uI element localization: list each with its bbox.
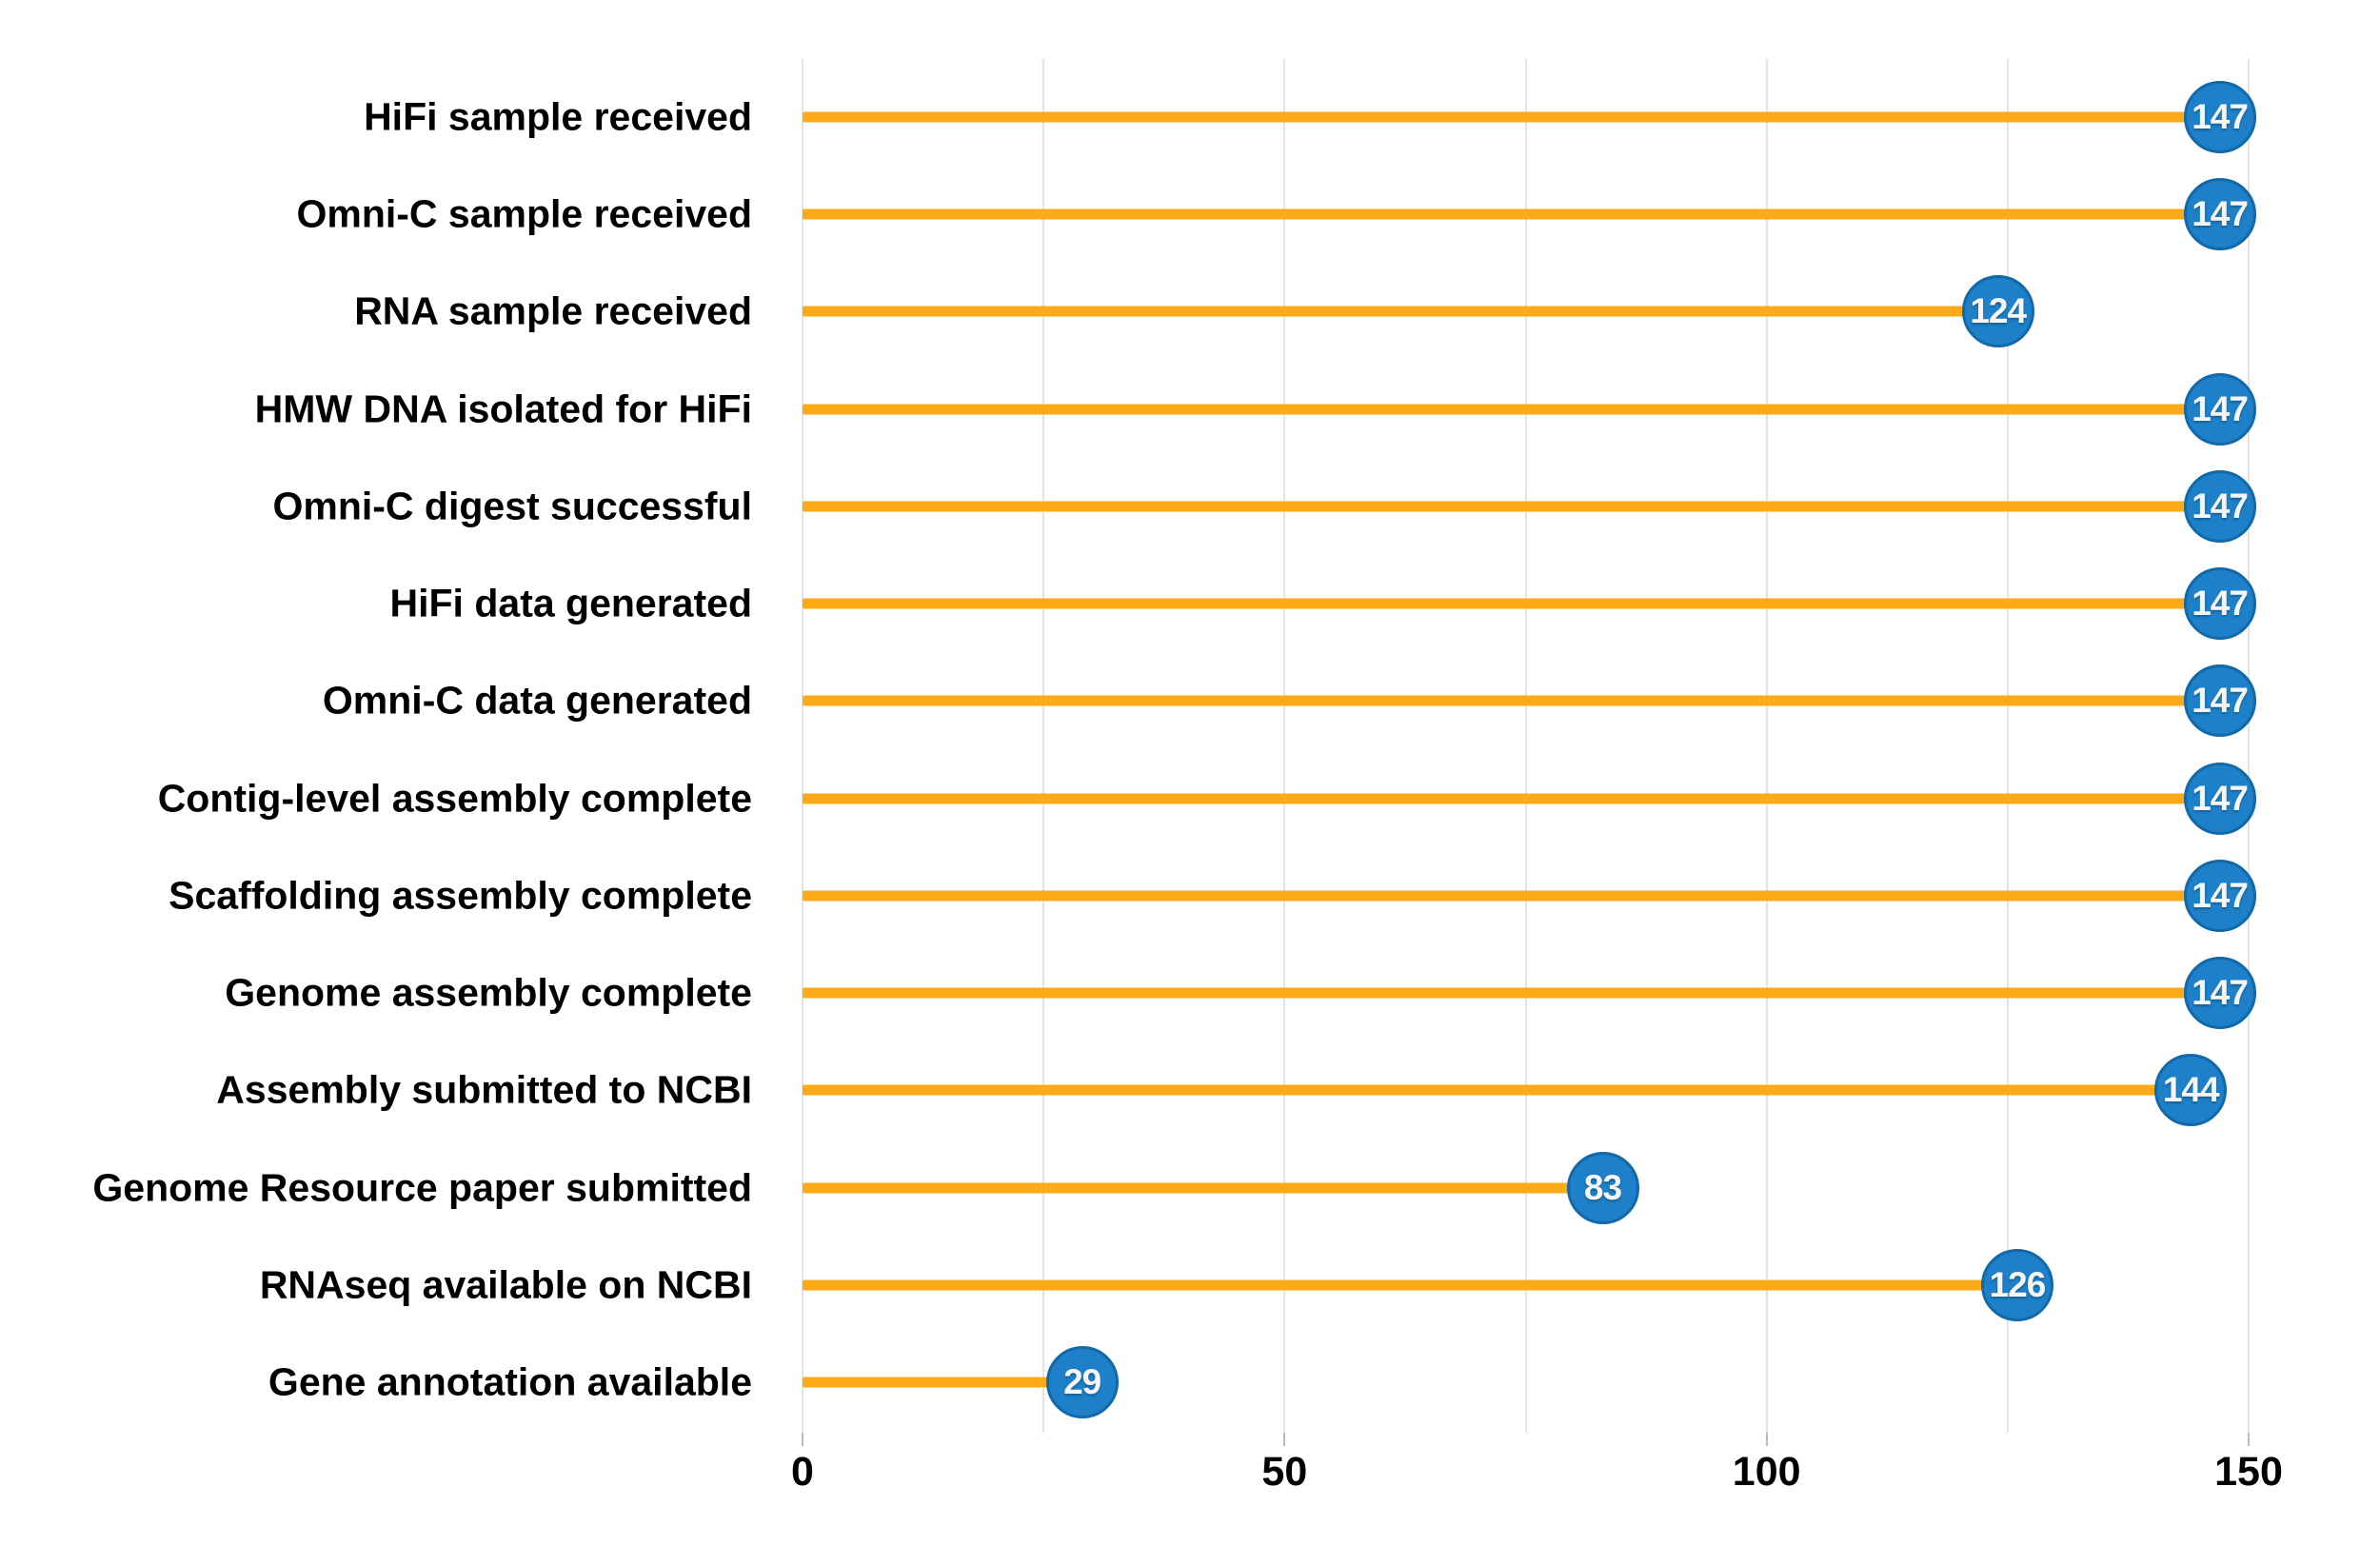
lollipop-stem <box>803 890 2220 902</box>
lollipop-stem <box>803 501 2220 512</box>
lollipop-stem <box>803 111 2220 123</box>
category-label: HiFi data generated <box>389 581 752 625</box>
category-label: Omni-C data generated <box>322 678 752 723</box>
x-axis-tick-label: 50 <box>1261 1449 1308 1495</box>
lollipop-dot: 147 <box>2183 178 2256 251</box>
lollipop-dot: 147 <box>2183 664 2256 738</box>
lollipop-stem <box>803 1377 1082 1388</box>
lollipop-value: 147 <box>2192 778 2249 818</box>
category-label: Contig-level assembly complete <box>157 776 752 821</box>
x-gridline <box>2248 59 2250 1433</box>
lollipop-dot: 147 <box>2183 469 2256 543</box>
x-gridline <box>1283 59 1286 1433</box>
lollipop-dot: 144 <box>2154 1054 2228 1127</box>
lollipop-stem <box>803 306 1998 317</box>
lollipop-dot: 147 <box>2183 372 2256 446</box>
category-label: RNA sample received <box>354 288 752 333</box>
lollipop-stem <box>803 404 2220 415</box>
x-axis-tick-label: 100 <box>1732 1449 1801 1495</box>
lollipop-dot: 29 <box>1045 1345 1119 1418</box>
x-gridline <box>2006 59 2009 1433</box>
lollipop-value: 147 <box>2192 584 2249 624</box>
lollipop-dot: 147 <box>2183 567 2256 641</box>
lollipop-dot: 124 <box>1961 275 2034 348</box>
category-label: HMW DNA isolated for HiFi <box>254 387 752 431</box>
lollipop-value: 147 <box>2192 388 2249 428</box>
lollipop-value: 144 <box>2162 1070 2220 1110</box>
x-gridline <box>1765 59 1768 1433</box>
lollipop-stem <box>803 1182 1603 1194</box>
x-axis-tick <box>1765 1433 1768 1446</box>
lollipop-stem <box>803 793 2220 804</box>
lollipop-dot: 147 <box>2183 762 2256 835</box>
lollipop-stem <box>803 1084 2192 1096</box>
lollipop-stem <box>803 987 2220 999</box>
category-label: Genome assembly complete <box>225 970 752 1015</box>
lollipop-dot: 147 <box>2183 859 2256 932</box>
lollipop-value: 29 <box>1063 1361 1101 1401</box>
lollipop-stem <box>803 695 2220 706</box>
category-label: Assembly submitted to NCBI <box>216 1067 752 1112</box>
x-axis-tick-label: 0 <box>791 1449 814 1495</box>
lollipop-value: 147 <box>2192 875 2249 915</box>
lollipop-value: 147 <box>2192 973 2249 1013</box>
category-label: Genome Resource paper submitted <box>92 1165 752 1210</box>
lollipop-value: 147 <box>2192 681 2249 721</box>
lollipop-dot: 83 <box>1566 1151 1639 1224</box>
lollipop-value: 83 <box>1583 1167 1622 1207</box>
lollipop-value: 147 <box>2192 194 2249 234</box>
x-axis-tick <box>2248 1433 2250 1446</box>
lollipop-stem <box>803 598 2220 609</box>
category-label: Gene annotation available <box>268 1359 752 1404</box>
category-label: Scaffolding assembly complete <box>169 873 752 918</box>
category-label: HiFi sample received <box>364 94 752 139</box>
lollipop-stem <box>803 1279 2017 1291</box>
x-gridline <box>802 59 803 1433</box>
lollipop-value: 126 <box>1989 1264 2047 1304</box>
lollipop-dot: 147 <box>2183 957 2256 1030</box>
x-axis-tick-label: 150 <box>2214 1449 2283 1495</box>
x-gridline <box>1042 59 1045 1433</box>
x-gridline <box>1524 59 1527 1433</box>
lollipop-stem <box>803 208 2220 220</box>
x-axis-tick <box>1283 1433 1286 1446</box>
lollipop-value: 147 <box>2192 97 2249 136</box>
category-label: Omni-C sample received <box>296 191 752 236</box>
lollipop-dot: 147 <box>2183 81 2256 153</box>
x-axis-tick <box>802 1433 803 1446</box>
category-label: Omni-C digest successful <box>272 484 752 528</box>
lollipop-value: 147 <box>2192 486 2249 525</box>
lollipop-dot: 126 <box>1980 1248 2053 1321</box>
category-label: RNAseq available on NCBI <box>259 1262 752 1307</box>
lollipop-value: 124 <box>1970 291 2027 331</box>
